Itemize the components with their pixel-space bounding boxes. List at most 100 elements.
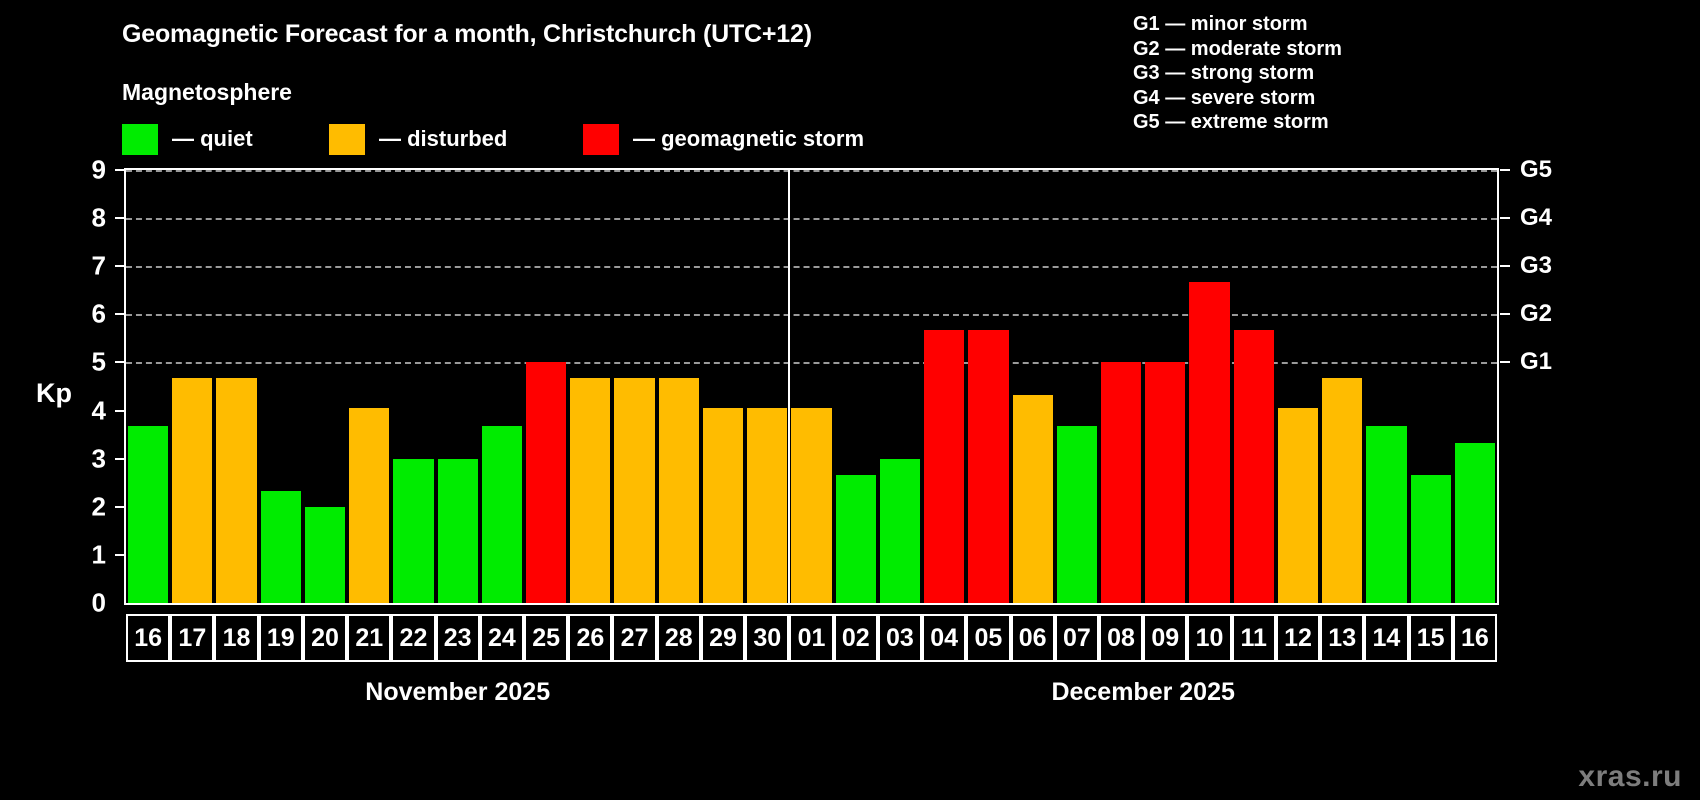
day-cell-december-03[interactable]: 03 [877,614,923,662]
page-title: Geomagnetic Forecast for a month, Christ… [122,20,812,48]
day-cell-november-28[interactable]: 28 [656,614,701,662]
day-cell-december-11[interactable]: 11 [1231,614,1276,662]
bar-november-16 [128,426,169,603]
legend-item-quiet: — quiet [122,122,253,156]
bar-november-28 [658,378,699,603]
gscale-legend-row-1: G1 — minor storm [1133,13,1308,35]
bar-november-29 [702,408,744,603]
y-tick-mark-3 [115,457,124,460]
day-cell-november-19[interactable]: 19 [258,614,303,662]
g-tick-mark-G2 [1500,313,1510,316]
day-cell-december-07[interactable]: 07 [1054,614,1099,662]
y-tick-mark-7 [115,265,124,268]
day-cell-november-21[interactable]: 21 [347,614,392,662]
g-tick-label-G1: G1 [1520,348,1553,376]
bar-november-26 [570,378,611,603]
y-tick-label-9: 9 [91,154,106,185]
y-tick-label-7: 7 [91,250,106,281]
bar-december-12 [1277,408,1319,603]
y-axis-title: Kp [36,378,72,408]
bar-december-07 [1056,426,1097,603]
g-tick-mark-G3 [1500,265,1510,268]
day-cell-december-16[interactable]: 16 [1452,614,1497,662]
day-cell-december-10[interactable]: 10 [1187,614,1232,662]
gscale-legend-row-4: G4 — severe storm [1133,86,1316,109]
legend-label: — disturbed [379,126,508,151]
legend-item-storm: — geomagnetic storm [583,122,864,156]
day-cell-november-23[interactable]: 23 [435,614,480,662]
gscale-legend: G1 — minor storm G2 — moderate storm G3 — … [1133,12,1342,135]
day-cell-november-29[interactable]: 29 [700,614,746,662]
day-cell-december-08[interactable]: 08 [1098,614,1144,662]
y-tick-mark-1 [115,553,124,556]
month-label-1: November 2025 [365,678,551,706]
day-cell-december-14[interactable]: 14 [1364,614,1409,662]
bar-december-03 [879,458,921,603]
day-cell-december-01[interactable]: 01 [789,614,834,662]
gridline-kp-9 [126,170,1497,172]
y-tick-mark-2 [115,505,124,508]
bar-december-13 [1322,378,1363,603]
bar-december-08 [1100,362,1142,603]
g-tick-mark-G4 [1500,217,1510,220]
day-cell-december-13[interactable]: 13 [1320,614,1365,662]
bar-december-06 [1012,394,1053,603]
day-cell-november-18[interactable]: 18 [214,614,259,662]
bar-november-22 [393,458,434,603]
bar-december-10 [1189,282,1230,603]
day-cell-december-06[interactable]: 06 [1010,614,1055,662]
y-tick-mark-8 [115,217,124,220]
bar-november-24 [481,426,523,603]
day-cell-november-17[interactable]: 17 [170,614,215,662]
bar-november-18 [216,378,257,603]
day-cell-november-26[interactable]: 26 [568,614,613,662]
bar-december-16 [1454,442,1495,603]
day-cell-december-09[interactable]: 09 [1143,614,1188,662]
y-tick-label-2: 2 [91,491,106,522]
day-cell-november-22[interactable]: 22 [391,614,436,662]
y-tick-label-0: 0 [91,587,106,618]
day-cell-november-25[interactable]: 25 [524,614,569,662]
day-cell-december-02[interactable]: 02 [833,614,878,662]
bar-december-09 [1145,362,1186,603]
bar-december-14 [1366,426,1407,603]
gridline-kp-8 [126,218,1497,221]
day-cell-november-16[interactable]: 16 [126,614,171,662]
day-cell-december-12[interactable]: 12 [1275,614,1321,662]
bar-november-21 [349,408,390,603]
day-cell-december-05[interactable]: 05 [966,614,1011,662]
legend-label: — geomagnetic storm [633,126,865,151]
day-cell-november-30[interactable]: 30 [745,614,790,662]
bar-november-23 [437,458,478,603]
y-tick-label-5: 5 [91,346,106,377]
g-tick-mark-G1 [1500,361,1510,364]
month-label-2: December 2025 [1051,678,1235,706]
magnetosphere-label: Magnetosphere [122,79,292,105]
y-tick-mark-6 [115,313,124,316]
watermark: xras.ru [1578,760,1682,793]
bar-november-19 [260,490,301,603]
bar-november-27 [614,378,655,603]
y-tick-label-4: 4 [91,395,106,426]
day-cell-november-24[interactable]: 24 [479,614,525,662]
y-tick-label-3: 3 [91,443,106,474]
day-cell-december-15[interactable]: 15 [1408,614,1453,662]
day-cell-november-20[interactable]: 20 [302,614,348,662]
legend-swatch-disturbed-icon [329,123,365,155]
bars [126,170,1497,603]
gscale-legend-row-2: G2 — moderate storm [1133,37,1342,60]
day-cell-december-04[interactable]: 04 [922,614,967,662]
legend-item-disturbed: — disturbed [329,122,507,156]
gscale-legend-row-5: G5 — extreme storm [1133,111,1329,133]
bar-november-25 [526,362,567,603]
legend-label: — quiet [172,126,253,151]
bar-december-02 [835,474,876,603]
g-tick-label-G5: G5 [1520,156,1553,183]
bar-november-20 [304,506,346,603]
y-tick-label-6: 6 [91,298,106,329]
y-tick-mark-9 [115,169,124,171]
y-axis: 0 1 2 3 4 5 6 7 8 9 [64,155,124,618]
day-cell-november-27[interactable]: 27 [612,614,657,662]
bar-december-05 [968,330,1009,603]
y-tick-mark-4 [115,409,124,412]
